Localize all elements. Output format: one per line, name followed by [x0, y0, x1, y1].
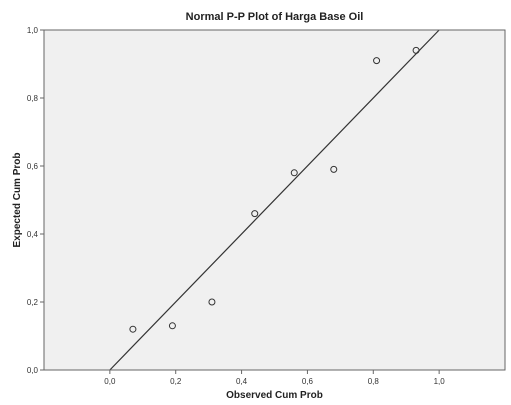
data-point [168, 322, 176, 330]
x-tick-label: 0,8 [368, 377, 380, 386]
data-point [373, 57, 381, 65]
data-point [208, 298, 216, 306]
x-tick-label: 0,2 [170, 377, 182, 386]
x-axis-ticks: 0,0 0,2 0,4 0,6 0,8 1,0 [104, 370, 445, 386]
data-point [412, 46, 420, 54]
data-point [129, 325, 137, 333]
y-axis-ticks: 0,0 0,2 0,4 0,6 0,8 1,0 [27, 26, 44, 375]
data-point [330, 165, 338, 173]
y-tick-label: 0,0 [27, 366, 39, 375]
data-points-group [129, 46, 420, 333]
y-tick-label: 0,6 [27, 162, 39, 171]
y-tick-label: 0,8 [27, 94, 39, 103]
data-point [290, 169, 298, 177]
y-tick-label: 0,4 [27, 230, 39, 239]
chart-title: Normal P-P Plot of Harga Base Oil [186, 11, 364, 23]
reference-line-group [109, 29, 440, 371]
x-tick-label: 0,4 [236, 377, 248, 386]
x-tick-label: 0,6 [302, 377, 314, 386]
y-tick-label: 1,0 [27, 26, 39, 35]
y-tick-label: 0,2 [27, 298, 39, 307]
plot-frame [43, 29, 506, 371]
x-axis-title: Observed Cum Prob [226, 390, 323, 401]
x-tick-label: 1,0 [434, 377, 446, 386]
x-tick-label: 0,0 [104, 377, 116, 386]
y-axis-title: Expected Cum Prob [12, 152, 23, 247]
reference-line [109, 29, 440, 371]
data-point [251, 210, 259, 218]
